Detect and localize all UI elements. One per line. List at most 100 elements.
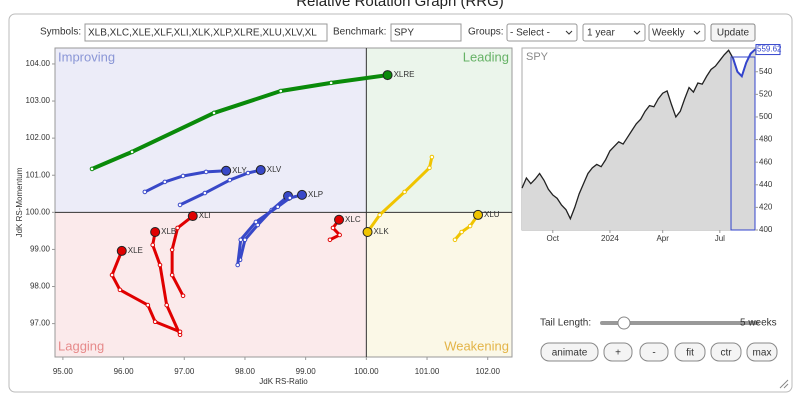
symbols-input[interactable]: XLB,XLC,XLE,XLF,XLI,XLK,XLP,XLRE,XLU,XLV… <box>84 23 328 42</box>
chart-title: SPY <box>526 51 549 63</box>
dropdown-arrow <box>693 30 701 35</box>
quadrant-label: Weakening <box>444 338 509 353</box>
button-label: ctr <box>720 348 732 359</box>
series-label: XLE <box>128 246 143 255</box>
series-label: XLY <box>232 166 247 175</box>
y-tick-label: 500 <box>759 112 773 121</box>
button-box <box>710 342 742 362</box>
series-label: XLV <box>267 165 282 174</box>
benchmark-input[interactable]: SPY <box>390 23 462 42</box>
tail-point <box>177 329 183 335</box>
button-label: + <box>615 348 621 359</box>
y-tick-label: 420 <box>759 203 773 212</box>
button-label: - <box>652 348 655 359</box>
period-select[interactable]: 1 year <box>582 23 646 42</box>
series-label: XLC <box>345 215 361 224</box>
tail-point <box>275 204 281 210</box>
button-label: max <box>753 348 772 359</box>
tail-point <box>377 212 382 218</box>
head-point <box>334 214 345 225</box>
groups-select[interactable]: - Select - <box>506 23 578 42</box>
tail-point <box>337 232 342 238</box>
tail-line <box>110 249 182 334</box>
tail-point <box>330 225 336 231</box>
tail-point <box>227 177 233 183</box>
y-tick-label: 103.00 <box>26 96 51 105</box>
tail-point <box>180 173 186 179</box>
x-tick-label: 101.00 <box>415 367 440 376</box>
action-button[interactable]: animate <box>540 342 599 362</box>
tail-point <box>203 169 209 175</box>
page-title: Relative Rotation Graph (RRG) <box>296 0 504 10</box>
action-button[interactable]: - <box>639 342 669 362</box>
symbols-label: Symbols: <box>40 27 81 38</box>
tail-line <box>453 213 480 242</box>
action-button[interactable]: ctr <box>710 342 742 362</box>
tail-point <box>180 293 186 299</box>
x-tick-label: 97.00 <box>174 367 195 376</box>
head-point <box>297 189 308 200</box>
y-axis-title: JdK RS-Momentum <box>15 167 24 237</box>
tail-point <box>169 272 175 278</box>
series-label: XLB <box>161 227 176 236</box>
tail-point <box>238 237 244 243</box>
tail-line <box>732 48 756 79</box>
slider-thumb[interactable] <box>617 316 631 330</box>
x-tick-label: Jul <box>715 234 725 243</box>
series-label: XLP <box>308 190 323 199</box>
tail-label: Tail Length: <box>540 318 591 329</box>
quadrant-lagging <box>55 212 367 357</box>
head-point <box>362 226 373 237</box>
tail-point <box>211 110 217 116</box>
y-tick-label: 480 <box>759 135 773 144</box>
y-tick-label: 100.00 <box>26 207 51 216</box>
tail-point <box>429 154 435 160</box>
head-point <box>221 165 232 176</box>
action-button[interactable]: fit <box>674 342 706 362</box>
tail-point <box>245 170 251 176</box>
tail-point <box>117 287 123 293</box>
tail-point <box>129 149 135 155</box>
tail-point <box>177 202 183 208</box>
quadrant-weakening <box>366 212 512 357</box>
series-label: XLRE <box>394 70 415 79</box>
button-box <box>540 342 599 362</box>
y-tick-label: 440 <box>759 180 773 189</box>
tail-point <box>157 262 163 268</box>
series-label: XLI <box>199 211 211 220</box>
groups-value: - Select - <box>510 28 550 39</box>
y-tick-label: 460 <box>759 157 773 166</box>
tail-point <box>175 225 180 231</box>
series-label: XLK <box>374 227 390 236</box>
head-point <box>255 165 266 176</box>
groups-label: Groups: <box>468 27 504 38</box>
tail-line <box>90 73 390 171</box>
button-box <box>746 342 778 362</box>
frequency-select[interactable]: Weekly <box>648 23 706 42</box>
x-tick-label: 2024 <box>601 234 619 243</box>
y-tick-label: 104.00 <box>26 59 51 68</box>
head-point <box>150 226 161 237</box>
y-tick-label: 101.00 <box>26 170 51 179</box>
dropdown-arrow <box>633 30 641 35</box>
quadrant-improving <box>55 48 367 213</box>
tail-point <box>452 237 458 243</box>
update-button[interactable]: Update <box>710 23 756 42</box>
tail-point <box>202 190 208 196</box>
x-tick-label: 100.00 <box>354 367 379 376</box>
tail-point <box>287 195 293 201</box>
period-value: 1 year <box>587 28 615 39</box>
update-label: Update <box>717 28 750 39</box>
tail-point <box>242 237 248 243</box>
x-tick-label: 95.00 <box>53 367 74 376</box>
y-tick-label: 97.00 <box>30 319 51 328</box>
tail-point <box>459 229 464 235</box>
action-button[interactable]: max <box>746 342 778 362</box>
action-button[interactable]: + <box>603 342 633 362</box>
series-label: XLU <box>484 210 500 219</box>
price-line <box>521 49 756 221</box>
tail-point <box>169 247 175 253</box>
tail-point <box>235 262 240 268</box>
tail-point <box>328 80 334 86</box>
